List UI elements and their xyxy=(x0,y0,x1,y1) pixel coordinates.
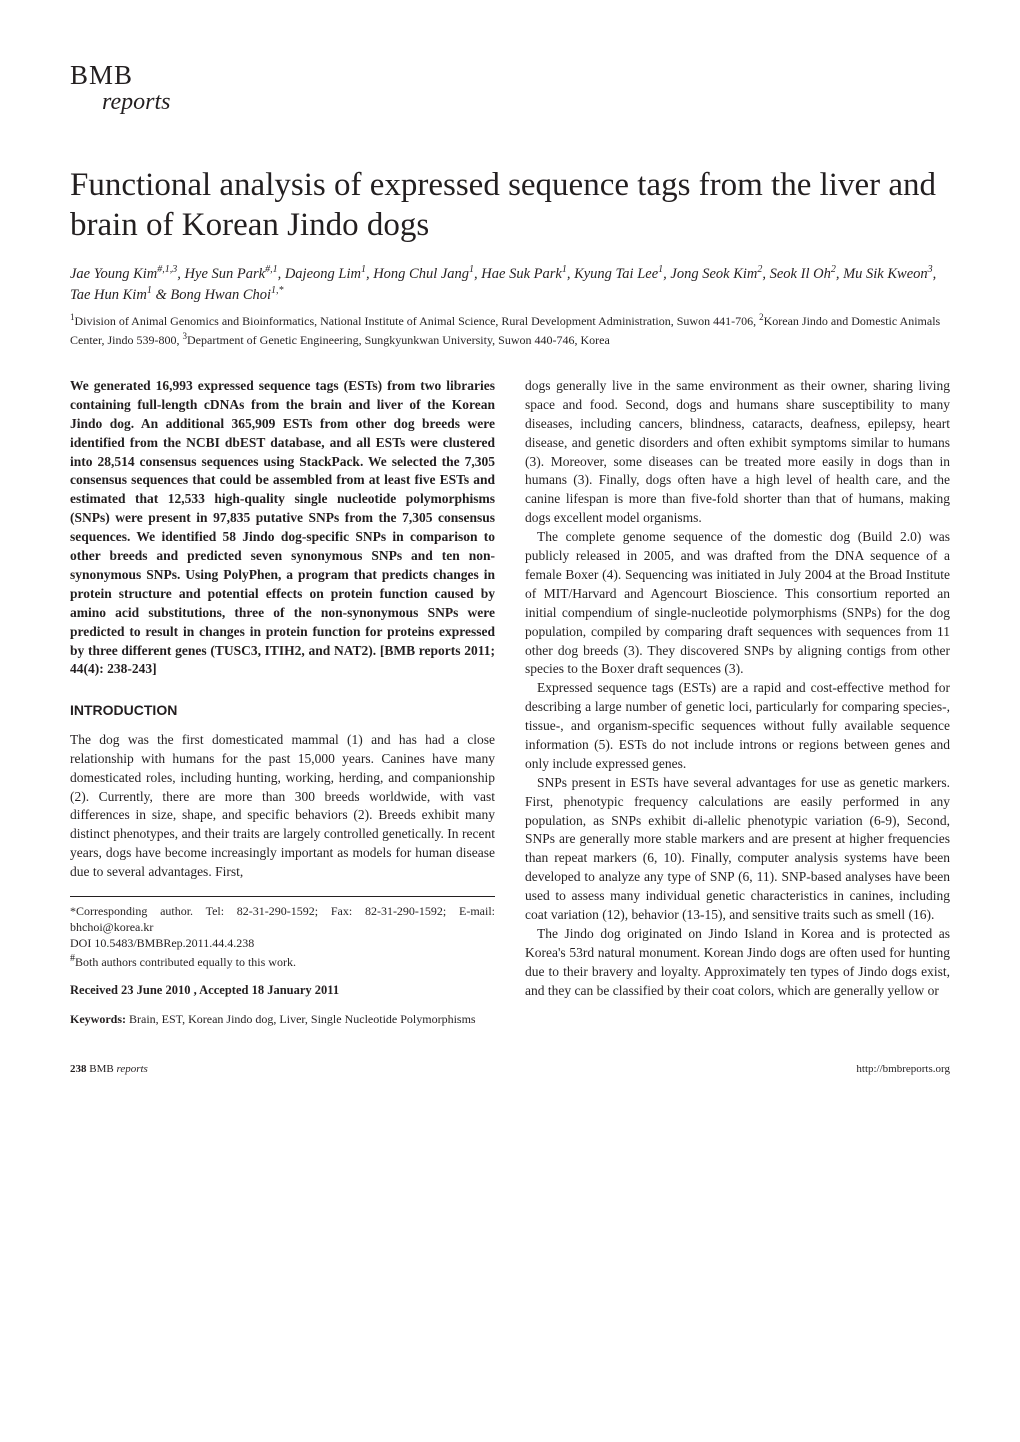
authors: Jae Young Kim#,1,3, Hye Sun Park#,1, Daj… xyxy=(70,263,950,305)
journal-subname: reports xyxy=(102,89,950,116)
keywords-label: Keywords: xyxy=(70,1012,126,1026)
page-number: 238 xyxy=(70,1063,87,1075)
affiliations: 1Division of Animal Genomics and Bioinfo… xyxy=(70,311,950,349)
right-column: dogs generally live in the same environm… xyxy=(525,377,950,1027)
two-column-body: We generated 16,993 expressed sequence t… xyxy=(70,377,950,1027)
equal-contribution: #Both authors contributed equally to thi… xyxy=(70,952,495,970)
right-paragraph-4: SNPs present in ESTs have several advant… xyxy=(525,774,950,925)
right-paragraph-5: The Jindo dog originated on Jindo Island… xyxy=(525,925,950,1001)
footer-journal: BMB reports xyxy=(89,1063,148,1075)
article-title: Functional analysis of expressed sequenc… xyxy=(70,166,950,245)
abstract: We generated 16,993 expressed sequence t… xyxy=(70,377,495,679)
right-paragraph-3: Expressed sequence tags (ESTs) are a rap… xyxy=(525,679,950,773)
footnote-rule xyxy=(70,896,495,897)
section-heading-introduction: INTRODUCTION xyxy=(70,701,495,721)
keywords-text: Brain, EST, Korean Jindo dog, Liver, Sin… xyxy=(126,1012,476,1026)
footer-url: http://bmbreports.org xyxy=(856,1063,950,1075)
intro-paragraph-1: The dog was the first domesticated mamma… xyxy=(70,731,495,882)
left-column: We generated 16,993 expressed sequence t… xyxy=(70,377,495,1027)
corresponding-author: *Corresponding author. Tel: 82-31-290-15… xyxy=(70,903,495,935)
journal-header: BMB reports xyxy=(70,60,950,116)
received-accepted-dates: Received 23 June 2010 , Accepted 18 Janu… xyxy=(70,982,495,1000)
right-paragraph-2: The complete genome sequence of the dome… xyxy=(525,528,950,679)
right-paragraph-1: dogs generally live in the same environm… xyxy=(525,377,950,528)
page-footer: 238 BMB reports http://bmbreports.org xyxy=(70,1063,950,1075)
journal-name: BMB xyxy=(70,60,950,91)
footer-left: 238 BMB reports xyxy=(70,1063,148,1075)
doi: DOI 10.5483/BMBRep.2011.44.4.238 xyxy=(70,935,495,951)
keywords: Keywords: Brain, EST, Korean Jindo dog, … xyxy=(70,1011,495,1027)
